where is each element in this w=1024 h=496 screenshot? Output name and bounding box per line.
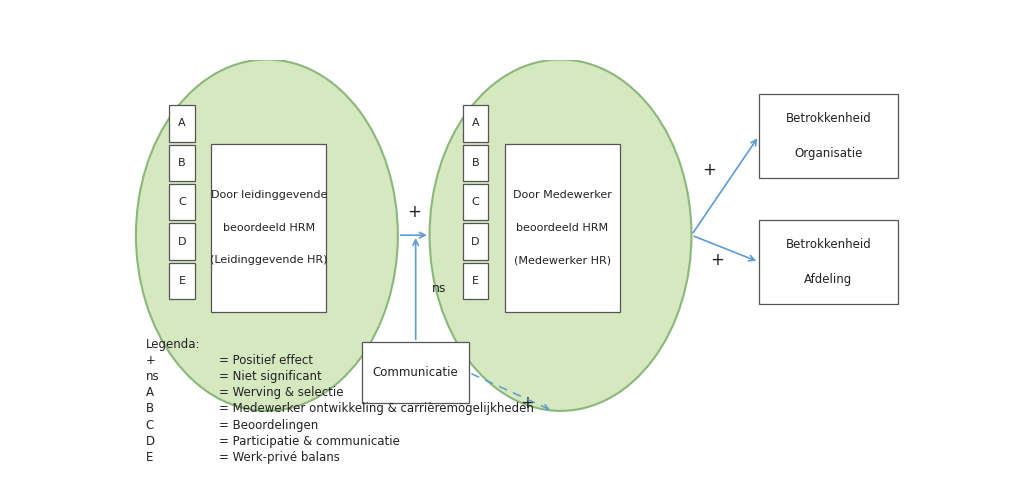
Text: = Niet significant: = Niet significant — [219, 371, 322, 383]
Bar — [169, 105, 195, 142]
Text: C: C — [145, 419, 154, 432]
Text: D: D — [145, 434, 155, 447]
Text: = Positief effect: = Positief effect — [219, 354, 313, 368]
Bar — [463, 223, 488, 259]
Text: +: + — [520, 394, 534, 412]
Bar — [169, 263, 195, 299]
Text: = Participatie & communicatie: = Participatie & communicatie — [219, 434, 400, 447]
Text: = Werk-privé balans: = Werk-privé balans — [219, 450, 340, 464]
Text: +: + — [407, 203, 421, 221]
Text: E: E — [178, 276, 185, 286]
Text: +: + — [711, 251, 724, 269]
Text: D: D — [178, 237, 186, 247]
Text: C: C — [178, 197, 185, 207]
Text: D: D — [471, 237, 480, 247]
Bar — [505, 143, 621, 311]
Bar — [463, 184, 488, 220]
Bar — [463, 105, 488, 142]
Text: C: C — [472, 197, 479, 207]
Bar — [169, 184, 195, 220]
Text: A: A — [178, 119, 185, 128]
Text: (Medewerker HR): (Medewerker HR) — [514, 255, 611, 265]
Text: = Beoordelingen: = Beoordelingen — [219, 419, 318, 432]
Text: = Werving & selectie: = Werving & selectie — [219, 386, 344, 399]
Text: Organisatie: Organisatie — [795, 147, 862, 160]
Text: Betrokkenheid: Betrokkenheid — [785, 238, 871, 251]
Bar — [169, 223, 195, 259]
Text: E: E — [145, 450, 153, 464]
Text: A: A — [472, 119, 479, 128]
Text: beoordeeld HRM: beoordeeld HRM — [223, 223, 315, 233]
Text: = Medewerker ontwikkeling & carrièremogelijkheden: = Medewerker ontwikkeling & carrièremoge… — [219, 402, 535, 416]
Bar — [463, 263, 488, 299]
Bar — [211, 143, 327, 311]
Text: Communicatie: Communicatie — [373, 366, 459, 379]
Text: B: B — [145, 402, 154, 416]
Text: ns: ns — [431, 282, 445, 295]
Bar — [463, 145, 488, 181]
Ellipse shape — [430, 60, 691, 411]
Text: Legenda:: Legenda: — [145, 338, 200, 351]
Bar — [362, 342, 469, 403]
Text: beoordeeld HRM: beoordeeld HRM — [516, 223, 608, 233]
Text: B: B — [178, 158, 185, 168]
Bar — [169, 145, 195, 181]
Text: Door leidinggevende: Door leidinggevende — [211, 190, 327, 200]
Bar — [759, 94, 898, 178]
Text: E: E — [472, 276, 479, 286]
Text: +: + — [702, 161, 716, 179]
Text: Afdeling: Afdeling — [804, 273, 852, 286]
Text: +: + — [145, 354, 156, 368]
Text: (Leidinggevende HR): (Leidinggevende HR) — [210, 255, 328, 265]
Text: Betrokkenheid: Betrokkenheid — [785, 112, 871, 125]
Bar — [759, 220, 898, 304]
Text: ns: ns — [145, 371, 159, 383]
Text: A: A — [145, 386, 154, 399]
Text: Door Medewerker: Door Medewerker — [513, 190, 612, 200]
Text: B: B — [472, 158, 479, 168]
Ellipse shape — [136, 60, 397, 411]
